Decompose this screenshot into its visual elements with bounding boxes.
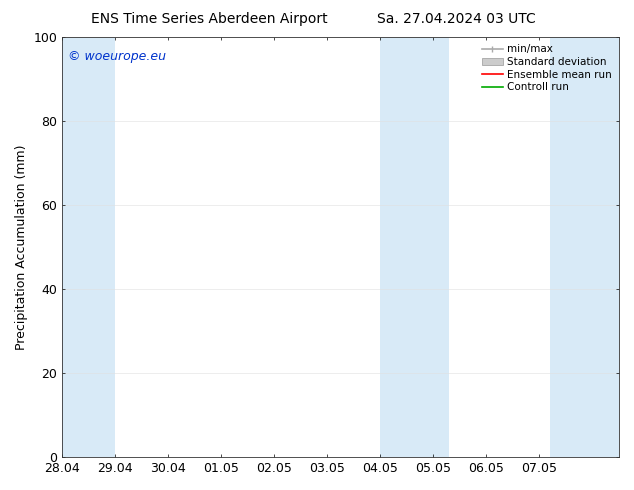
Text: ENS Time Series Aberdeen Airport: ENS Time Series Aberdeen Airport: [91, 12, 328, 26]
Legend: min/max, Standard deviation, Ensemble mean run, Controll run: min/max, Standard deviation, Ensemble me…: [478, 40, 616, 97]
Y-axis label: Precipitation Accumulation (mm): Precipitation Accumulation (mm): [15, 145, 28, 350]
Bar: [550, 37, 619, 457]
Bar: [36, 37, 115, 457]
Bar: [380, 37, 450, 457]
Text: © woeurope.eu: © woeurope.eu: [68, 50, 166, 63]
Text: Sa. 27.04.2024 03 UTC: Sa. 27.04.2024 03 UTC: [377, 12, 536, 26]
